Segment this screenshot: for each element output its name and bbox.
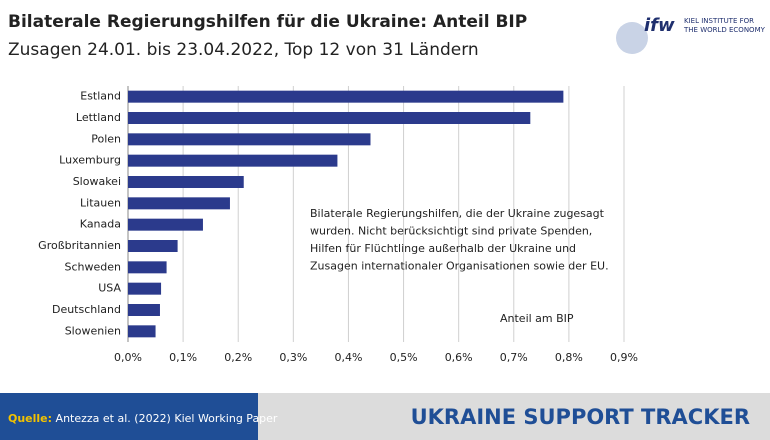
bar xyxy=(128,133,371,146)
x-tick-label: 0,8% xyxy=(555,351,583,364)
chart-title: Bilaterale Regierungshilfen für die Ukra… xyxy=(8,12,527,32)
x-tick-label: 0,1% xyxy=(169,351,197,364)
y-tick-label: Deutschland xyxy=(52,303,121,316)
y-tick-label: Slowakei xyxy=(73,175,121,188)
x-tick-label: 0,6% xyxy=(445,351,473,364)
footer-brand: UKRAINE SUPPORT TRACKER xyxy=(411,405,750,429)
source: Antezza et al. (2022) Kiel Working Paper xyxy=(56,412,278,425)
annotation: Bilaterale Regierungshilfen, die der Ukr… xyxy=(310,207,605,220)
x-tick-label: 0,0% xyxy=(114,351,142,364)
y-tick-label: Polen xyxy=(91,132,121,145)
y-tick-label: Estland xyxy=(80,90,121,103)
x-tick-label: 0,3% xyxy=(279,351,307,364)
bar xyxy=(128,282,162,295)
logo-globe xyxy=(616,22,648,54)
x-tick-label: 0,9% xyxy=(610,351,638,364)
annotation: wurden. Nicht berücksichtigt sind privat… xyxy=(310,225,592,238)
bar xyxy=(128,304,160,316)
bar xyxy=(128,325,156,338)
y-tick-label: Luxemburg xyxy=(59,154,121,167)
logo-line: KIEL INSTITUTE FOR xyxy=(684,17,754,25)
logo-line: THE WORLD ECONOMY xyxy=(683,26,766,34)
bar xyxy=(128,176,244,188)
annotation: Hilfen für Flüchtlinge außerhalb der Ukr… xyxy=(310,242,576,255)
y-tick-label: Litauen xyxy=(80,196,121,209)
bar xyxy=(128,240,178,252)
annotation: Zusagen internationaler Organisationen s… xyxy=(310,260,609,273)
y-tick-label: USA xyxy=(98,282,121,295)
x-tick-label: 0,5% xyxy=(390,351,418,364)
y-tick-label: Lettland xyxy=(76,111,121,124)
bar xyxy=(128,90,564,103)
x-tick-label: 0,2% xyxy=(224,351,252,364)
x-tick-label: 0,7% xyxy=(500,351,528,364)
footer-source: Quelle: Antezza et al. (2022) Kiel Worki… xyxy=(8,412,278,425)
logo: ifw KIEL INSTITUTE FOR THE WORLD ECONOMY xyxy=(616,15,766,54)
y-tick-label: Großbritannien xyxy=(38,239,121,252)
axis-label: Anteil am BIP xyxy=(500,312,574,325)
x-tick-label: 0,4% xyxy=(334,351,362,364)
bar xyxy=(128,112,531,124)
bar xyxy=(128,154,338,167)
source-label: Quelle: xyxy=(8,412,52,425)
y-tick-label: Slowenien xyxy=(65,324,121,337)
chart-subtitle: Zusagen 24.01. bis 23.04.2022, Top 12 vo… xyxy=(8,40,479,60)
bar xyxy=(128,218,203,231)
logo-mark: ifw xyxy=(644,15,675,36)
bar xyxy=(128,197,230,210)
footer-panel xyxy=(0,393,258,440)
bar xyxy=(128,261,167,274)
y-tick-label: Schweden xyxy=(65,260,122,273)
y-tick-label: Kanada xyxy=(80,218,121,231)
